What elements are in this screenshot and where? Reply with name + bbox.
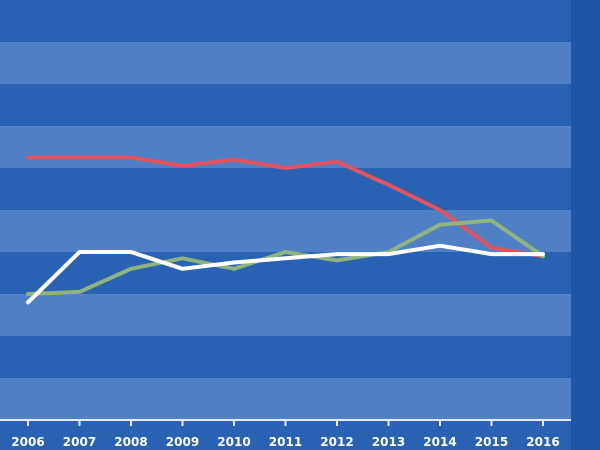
x-tick-label: 2008: [114, 435, 147, 449]
x-axis-ticks: [27, 420, 544, 426]
x-tick-label: 2009: [166, 435, 199, 449]
background-band: [0, 294, 571, 336]
x-tick-label: 2012: [320, 435, 353, 449]
series-lines: [26, 155, 545, 305]
x-tick-label: 2011: [269, 435, 302, 449]
x-tick-label: 2010: [217, 435, 250, 449]
x-tick-label: 2006: [11, 435, 44, 449]
background-band: [0, 126, 571, 168]
background-band: [0, 378, 571, 420]
background-bands: [0, 0, 571, 420]
background-band: [0, 42, 571, 84]
series-line-3: [26, 243, 545, 305]
background-band: [0, 168, 571, 210]
background-band: [0, 210, 571, 252]
x-tick-label: 2014: [423, 435, 456, 449]
series-line-2: [26, 218, 545, 296]
background-band: [0, 84, 571, 126]
x-tick-label: 2013: [372, 435, 405, 449]
x-tick-label: 2007: [63, 435, 96, 449]
x-tick-label: 2015: [475, 435, 508, 449]
right-edge-strip: [571, 0, 600, 450]
background-band: [0, 0, 571, 42]
x-axis-tick-labels: 2006 2007 2008 2009 2010 2011 2012 2013 2014 2015…: [11, 435, 559, 449]
background-band: [0, 336, 571, 378]
x-tick-label: 2016: [526, 435, 559, 449]
